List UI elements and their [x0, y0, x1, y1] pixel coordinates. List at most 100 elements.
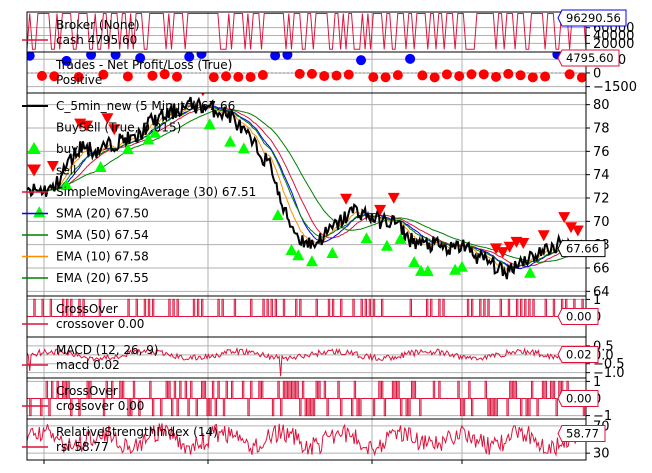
legend-label: CrossOver	[56, 384, 118, 398]
legend-label: EMA (20) 67.55	[56, 271, 149, 285]
legend-label: macd 0.02	[56, 358, 120, 372]
trades-last-value-callout: 4795.60	[557, 49, 620, 67]
y-tick-label: 30	[593, 447, 610, 462]
negative-trade-marker	[466, 69, 477, 80]
callout-box	[557, 390, 599, 407]
sell-marker	[496, 247, 509, 259]
buy-marker	[142, 133, 155, 145]
negative-trade-marker	[208, 72, 219, 83]
buy-marker	[224, 135, 237, 147]
legend-label: rsi 58.77	[56, 440, 109, 454]
negative-trade-marker	[73, 72, 84, 83]
negative-trade-marker	[122, 71, 133, 82]
sell-marker	[503, 241, 516, 253]
negative-trade-marker	[306, 68, 317, 79]
broker-plot-area	[27, 12, 586, 52]
y-tick-label: 70	[593, 215, 610, 230]
legend-buy-swatch	[27, 142, 41, 154]
legend-label: crossover 0.00	[56, 317, 144, 331]
buy-marker	[60, 179, 73, 191]
broker-legend: Broker (None)cash 4795.60	[22, 18, 140, 47]
positive-trade-marker	[270, 52, 281, 61]
legend-label: BuySell (True, 0.015)	[56, 121, 181, 135]
negative-trade-marker	[454, 71, 465, 82]
y-tick-label: 1	[593, 375, 601, 390]
y-tick-label: 72	[593, 192, 610, 207]
negative-trade-marker	[343, 69, 354, 80]
callout-value: 0.00	[566, 310, 592, 324]
sell-marker	[201, 93, 205, 97]
y-tick-label: −0.5	[593, 357, 625, 372]
legend-label: sell	[56, 164, 76, 178]
positive-trade-marker	[61, 55, 72, 66]
buy-marker	[524, 266, 537, 278]
negative-trade-marker	[331, 70, 342, 81]
y-tick-label: 64	[593, 285, 610, 300]
legend-label: SMA (20) 67.50	[56, 207, 149, 221]
negative-trade-marker	[245, 72, 256, 83]
legend-label: SimpleMovingAverage (30) 67.51	[56, 185, 256, 199]
close-price-line	[27, 96, 586, 280]
legend-label: SMA (50) 67.54	[56, 228, 149, 242]
positive-trade-marker	[405, 53, 416, 64]
macd-legend: MACD (12, 26, 9)macd 0.02	[22, 343, 159, 372]
negative-trade-marker	[491, 71, 502, 82]
negative-trade-marker	[294, 68, 305, 79]
legend-label: crossover 0.00	[56, 399, 144, 413]
buy-marker	[285, 243, 298, 255]
buy-marker	[326, 246, 339, 258]
y-tick-label: 76	[593, 145, 610, 160]
legend-sell-swatch	[27, 164, 41, 177]
sell-marker	[517, 238, 530, 250]
positive-trade-marker	[356, 55, 367, 66]
sma50-line	[27, 109, 586, 263]
sell-marker	[571, 225, 584, 237]
buy-marker	[408, 256, 421, 268]
buy-marker	[121, 143, 134, 155]
callout-value: 67.66	[566, 242, 599, 256]
y-tick-label: 74	[593, 168, 610, 183]
sell-marker	[490, 243, 503, 255]
price-last-value-callout: 67.66	[557, 240, 606, 258]
crossover-series-line	[27, 298, 586, 317]
ema20-line	[27, 106, 586, 268]
positive-trade-marker	[196, 52, 207, 59]
positive-trade-marker	[282, 52, 293, 60]
legend-label: C_5min_new (5 Minute) 67.66	[56, 99, 235, 113]
negative-trade-marker	[441, 69, 452, 80]
legend-label: Positive	[56, 73, 102, 87]
callout-box	[557, 240, 606, 258]
negative-trade-marker	[49, 71, 60, 82]
y-tick-label: 40000	[593, 29, 634, 44]
callout-box	[557, 425, 606, 443]
y-tick-label: 66	[593, 262, 610, 277]
negative-trade-marker	[503, 68, 514, 79]
negative-trade-marker	[478, 69, 489, 80]
legend-label: CrossOver	[56, 302, 118, 316]
negative-trade-marker	[564, 69, 575, 80]
buy-marker	[292, 249, 305, 261]
y-tick-label: −1.0	[593, 366, 625, 381]
legend-label: RelativeStrengthIndex (14)	[56, 425, 218, 439]
crossover1-last-value-callout: 0.00	[557, 308, 599, 325]
negative-trade-marker	[368, 72, 379, 83]
buy-marker	[203, 118, 216, 130]
crossover2-last-value-callout: 0.00	[557, 390, 599, 407]
positive-trade-marker	[86, 52, 97, 60]
negative-trade-marker	[233, 71, 244, 82]
legend-label: EMA (10) 67.58	[56, 250, 149, 264]
crossover2-plot-area	[27, 378, 586, 419]
buy-marker	[33, 206, 46, 218]
legend-label: MACD (12, 26, 9)	[56, 343, 159, 357]
macd-series-line	[27, 346, 586, 377]
price-plot-area	[27, 93, 586, 296]
negative-trade-marker	[319, 71, 330, 82]
callout-value: 96290.56	[566, 11, 621, 25]
callout-value: 0.02	[566, 347, 592, 361]
negative-trade-marker	[159, 69, 170, 80]
rsi-series-line	[27, 423, 586, 457]
